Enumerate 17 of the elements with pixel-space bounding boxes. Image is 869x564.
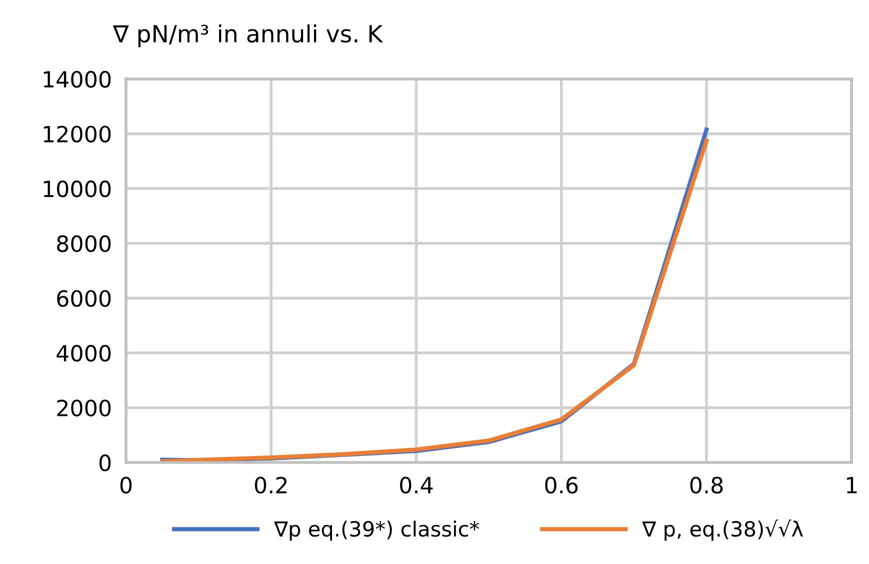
chart-title: ∇ pN/m³ in annuli vs. K [112,24,384,48]
y-tick-label: 8000 [57,235,111,252]
x-tick-label: 0.4 [400,476,433,494]
x-tick-label: 0.8 [690,476,723,494]
legend-label: ∇p eq.(39*) classic* [274,520,480,541]
x-tick-label: 0.6 [545,476,578,494]
y-tick-label: 2000 [57,400,111,416]
x-tick-label: 0 [120,476,132,494]
y-tick-label: 6000 [57,290,111,307]
x-tick-label: 0.2 [254,476,287,494]
y-tick-label: 4000 [56,344,111,362]
y-tick-label: 12000 [44,126,111,143]
legend-label: ∇ p, eq.(38)√√λ [642,520,803,541]
y-tick-label: 10000 [44,180,111,198]
x-tick-label: 1 [846,477,857,494]
y-tick-label: 0 [99,454,111,472]
y-tick-label: 14000 [44,70,111,88]
